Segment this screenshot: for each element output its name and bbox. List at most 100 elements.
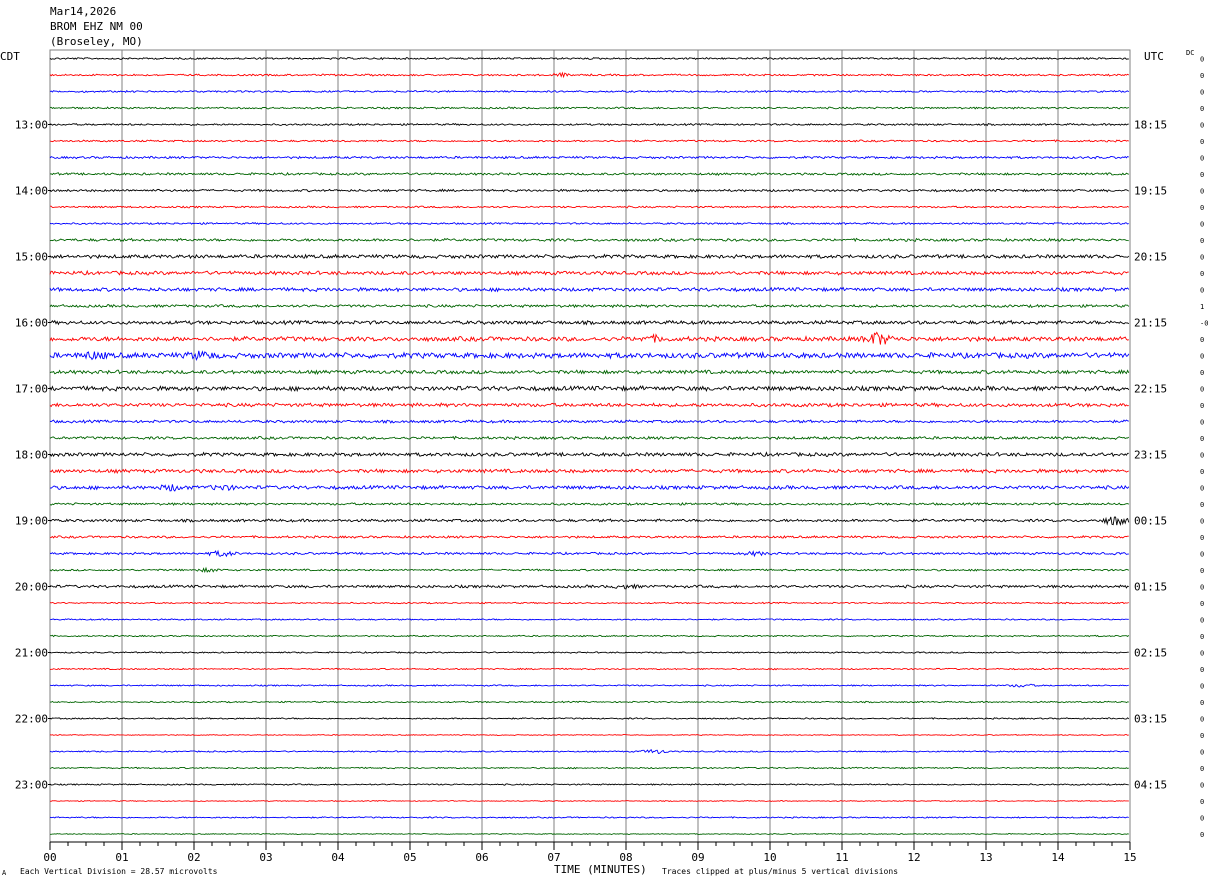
dc-offset-column: 0 0 0 0 0 0 0 0 0 0 0 0 0 0 0 1 -0 0 0 0 0 0 0 0 0 0 0 0 0 0 0 0 0 0 0 0 0 0 0… [1200, 56, 1208, 840]
dc-value: 0 [1200, 534, 1204, 542]
dc-value: 0 [1200, 716, 1204, 724]
left-hour-label: 18:00 [15, 449, 48, 462]
dc-value: 0 [1200, 89, 1204, 97]
trace-line [49, 451, 1129, 458]
x-axis-title: TIME (MINUTES) [554, 863, 647, 876]
trace-line [49, 683, 1129, 688]
trace-line [49, 467, 1129, 474]
left-timezone-label: CDT [0, 50, 20, 63]
dc-value: 0 [1200, 617, 1204, 625]
x-tick-label: 00 [43, 851, 56, 864]
dc-value: 0 [1200, 551, 1204, 559]
station-code: BROM EHZ NM 00 [50, 20, 143, 33]
right-hour-label: 02:15 [1134, 647, 1167, 660]
left-hour-label: 20:00 [15, 581, 48, 594]
dc-value: 0 [1200, 518, 1204, 526]
trace-line [49, 122, 1129, 127]
clip-note: Traces clipped at plus/minus 5 vertical … [662, 867, 899, 876]
x-tick-label: 07 [547, 851, 560, 864]
right-hour-label: 01:15 [1134, 581, 1167, 594]
trace-line [49, 155, 1130, 160]
trace-line [49, 402, 1129, 409]
trace-line [49, 350, 1130, 362]
trace-line [49, 748, 1130, 755]
x-tick-label: 06 [475, 851, 488, 864]
trace-line [49, 566, 1130, 574]
trace-line [49, 221, 1129, 226]
x-tick-label: 03 [259, 851, 272, 864]
trace-line [49, 384, 1130, 393]
trace-line [49, 549, 1129, 558]
right-timezone-label: UTC [1144, 50, 1164, 63]
plot-frame [49, 49, 1131, 843]
trace-line [49, 583, 1129, 590]
dc-value: 0 [1200, 402, 1204, 410]
dc-value: 0 [1200, 650, 1204, 658]
dc-value: 0 [1200, 188, 1204, 196]
dc-value: 0 [1200, 782, 1204, 790]
dc-value: 0 [1200, 105, 1204, 113]
dc-value: 0 [1200, 254, 1204, 262]
right-hour-label: 20:15 [1134, 251, 1167, 264]
right-hour-label: 04:15 [1134, 779, 1167, 792]
dc-value: 0 [1200, 485, 1204, 493]
trace-line [49, 601, 1129, 605]
trace-line [49, 717, 1130, 720]
trace-line [49, 171, 1129, 176]
trace-line [49, 651, 1129, 654]
dc-value: 0 [1200, 683, 1204, 691]
left-hour-label: 15:00 [15, 251, 48, 264]
trace-line [50, 832, 1129, 835]
trace-line [49, 700, 1129, 704]
dc-value: -0 [1200, 320, 1208, 328]
trace-line [49, 419, 1129, 424]
left-hour-label: 13:00 [15, 119, 48, 132]
dc-value: 0 [1200, 155, 1204, 163]
dc-value: 0 [1200, 501, 1204, 509]
trace-line [49, 253, 1130, 260]
dc-value: 0 [1200, 435, 1204, 443]
right-hour-label: 22:15 [1134, 383, 1167, 396]
x-tick-label: 08 [619, 851, 632, 864]
trace-line [49, 269, 1129, 276]
dc-value: 0 [1200, 386, 1204, 394]
minute-grid [49, 49, 1131, 843]
trace-line [49, 618, 1129, 621]
x-tick-label: 14 [1051, 851, 1065, 864]
left-hour-label: 22:00 [15, 713, 48, 726]
trace-line [49, 368, 1130, 375]
hour-labels: 13:00 14:00 15:00 16:00 17:00 18:00 19:00 20:00… [15, 119, 1167, 792]
x-tick-label: 01 [115, 851, 128, 864]
trace-line [49, 484, 1130, 492]
trace-line [49, 800, 1129, 803]
trace-line [49, 237, 1129, 243]
dc-value: 0 [1200, 452, 1204, 460]
dc-value: 0 [1200, 138, 1204, 146]
trace-line [49, 516, 1130, 527]
dc-value: 1 [1200, 303, 1204, 311]
trace-line [49, 71, 1130, 79]
dc-value: 0 [1200, 831, 1204, 839]
dc-value: 0 [1200, 600, 1204, 608]
trace-line [49, 303, 1130, 309]
dc-value: 0 [1200, 468, 1204, 476]
dc-value: 0 [1200, 204, 1204, 212]
dc-value: 0 [1200, 171, 1204, 179]
dc-value: 0 [1200, 584, 1204, 592]
x-tick-label: 15 [1123, 851, 1136, 864]
trace-line [49, 319, 1130, 326]
trace-line [49, 331, 1129, 345]
trace-line [49, 783, 1129, 786]
trace-line [49, 502, 1130, 507]
trace-line [49, 667, 1129, 671]
station-location: (Broseley, MO) [50, 35, 143, 48]
trace-line [49, 733, 1129, 736]
trace-line [49, 89, 1130, 94]
time-axis: 00 01 02 03 04 05 06 07 08 09 10 11 12 13 14 15 [43, 841, 1137, 864]
dc-value: 0 [1200, 633, 1204, 641]
plot-date: Mar14,2026 [50, 5, 117, 18]
x-tick-label: 10 [763, 851, 776, 864]
right-hour-label: 18:15 [1134, 119, 1167, 132]
dc-value: 0 [1200, 237, 1204, 245]
